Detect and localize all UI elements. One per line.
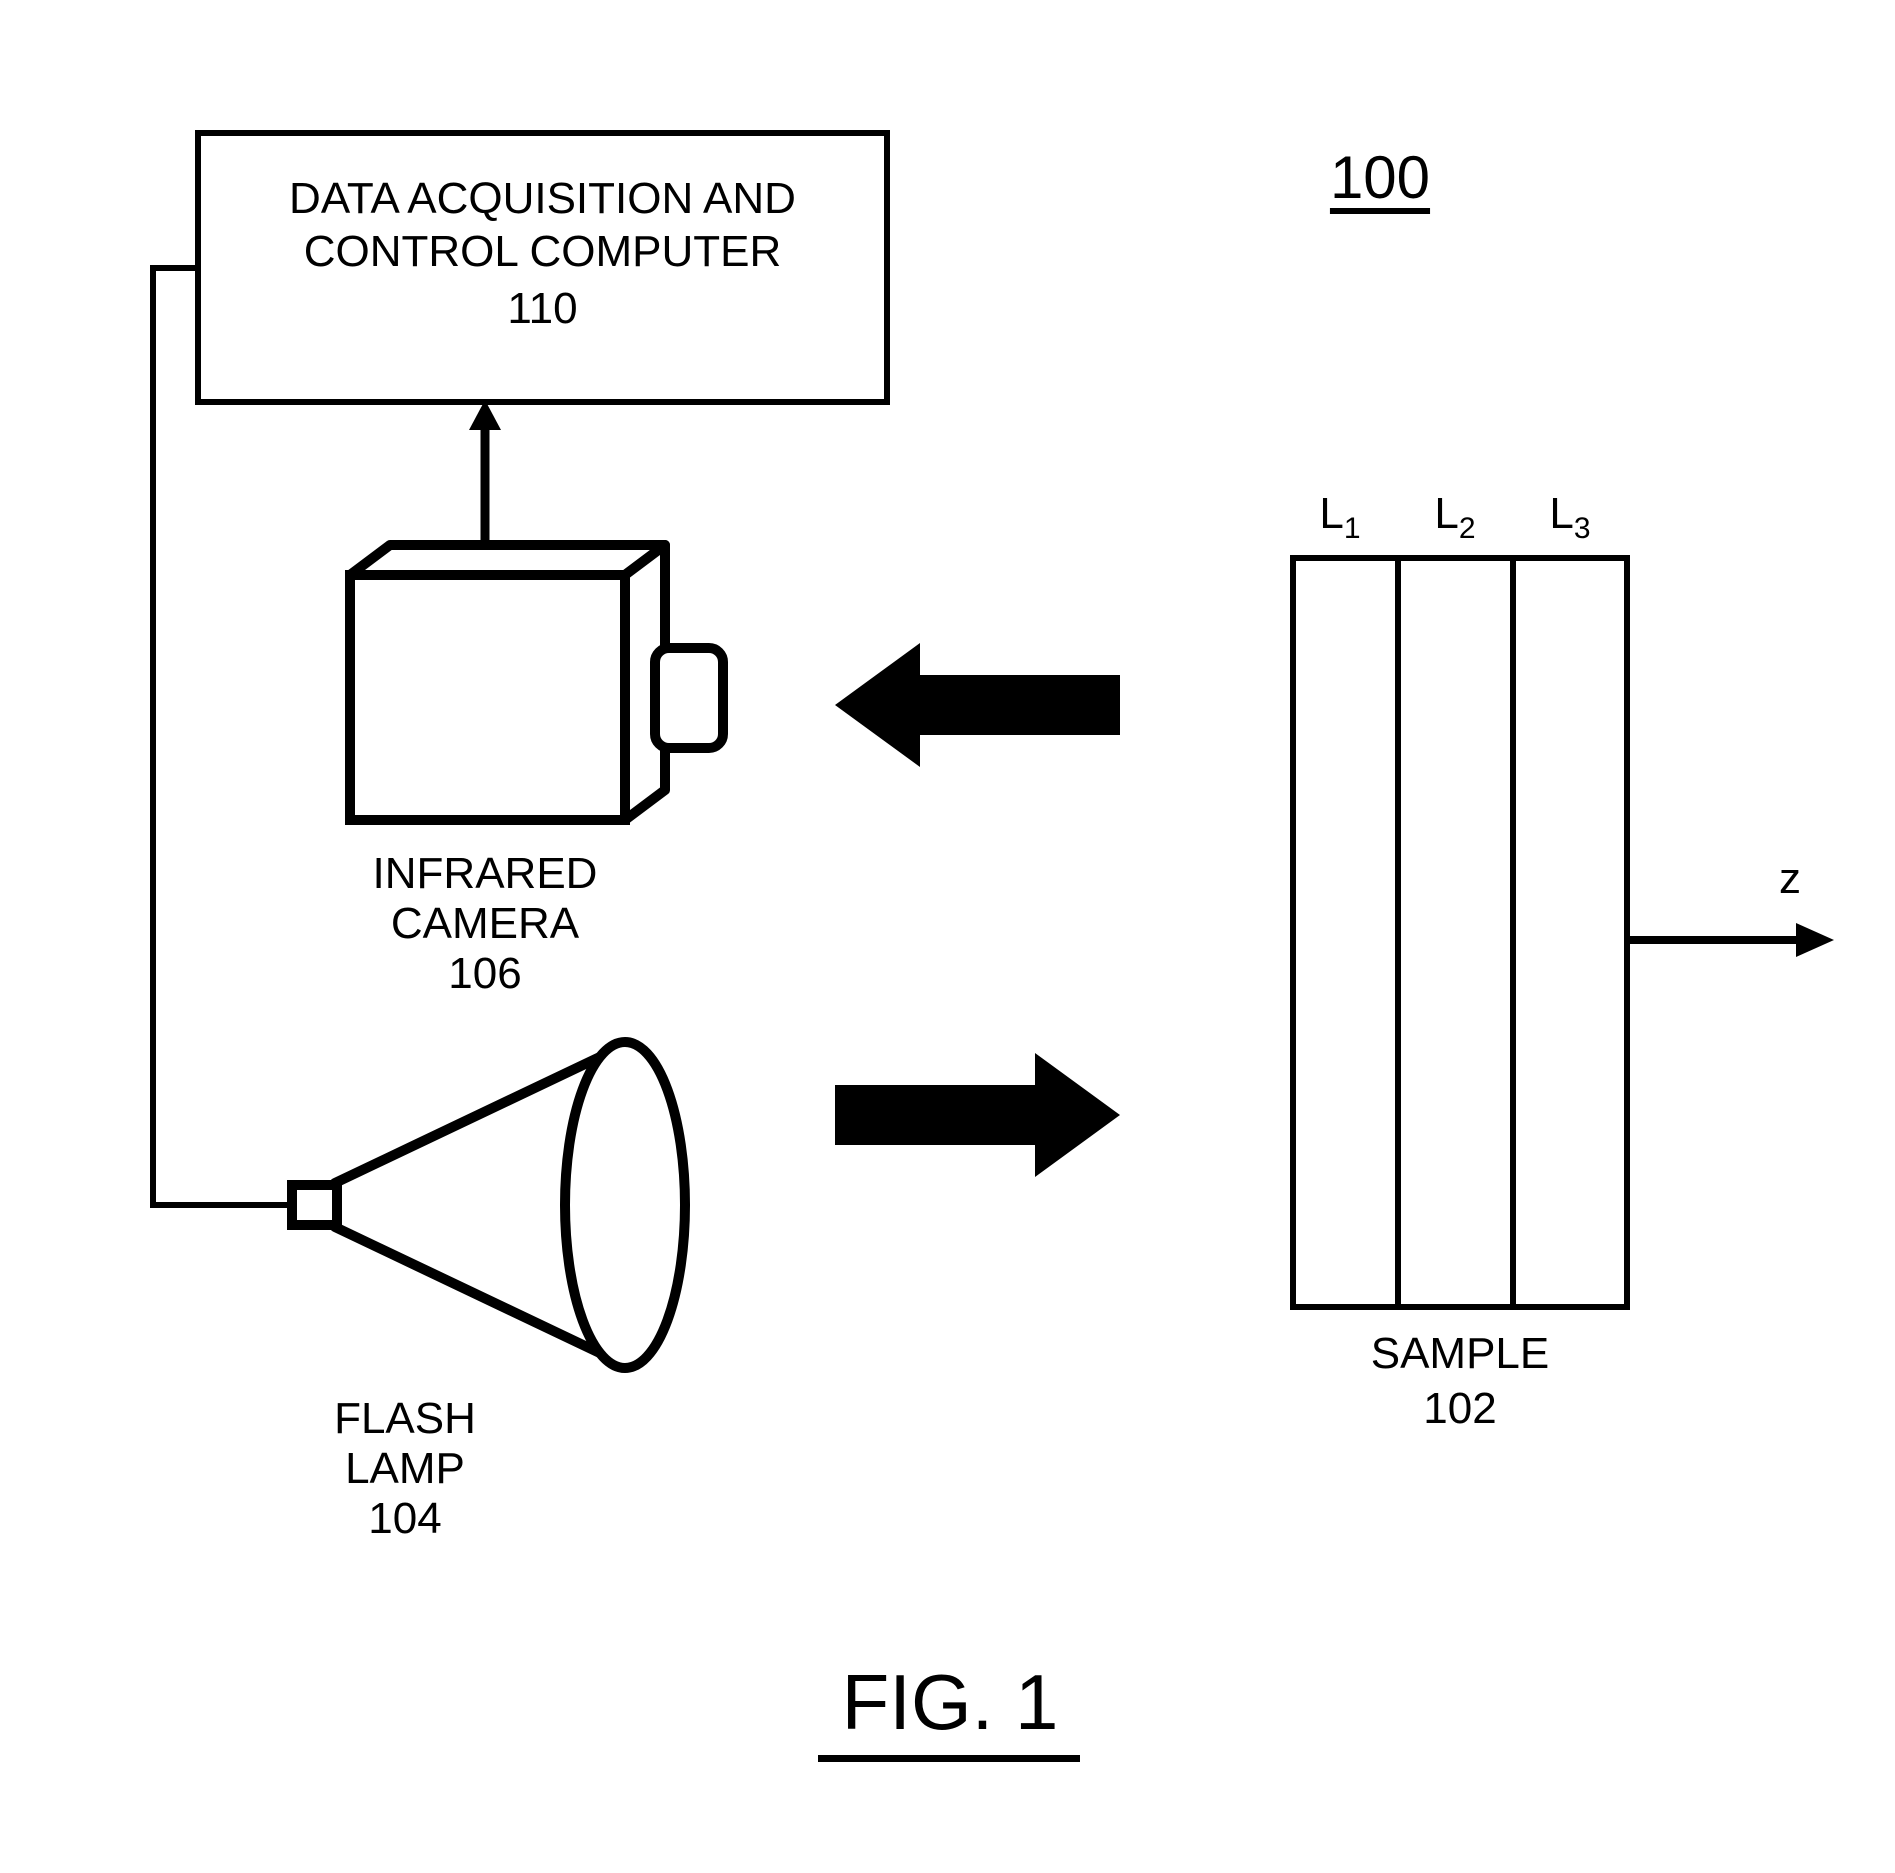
sample-number: 102 [1290, 1385, 1630, 1433]
layer-label-2: L2 [1405, 490, 1505, 545]
arrow-left-icon [835, 635, 1120, 775]
computer-label-line2: CONTROL COMPUTER [195, 228, 890, 276]
flash-lamp-icon [270, 1035, 700, 1380]
figure-canvas: 100 DATA ACQUISITION AND CONTROL COMPUTE… [0, 0, 1895, 1873]
camera-label-line2: CAMERA [330, 900, 640, 948]
camera-number: 106 [330, 950, 640, 998]
lamp-label-line1: FLASH [280, 1395, 530, 1443]
z-axis-arrow-icon [1624, 915, 1834, 965]
sample-divider-1 [1395, 555, 1401, 1310]
arrow-right-icon [835, 1045, 1120, 1185]
figure-title-underline [818, 1755, 1080, 1762]
lamp-label-line2: LAMP [280, 1445, 530, 1493]
layer-label-1: L1 [1290, 490, 1390, 545]
figure-title: FIG. 1 [760, 1660, 1140, 1746]
wire-v [150, 265, 156, 1205]
layer-label-3: L3 [1520, 490, 1620, 545]
sample-divider-2 [1510, 555, 1516, 1310]
computer-label-line1: DATA ACQUISITION AND [195, 175, 890, 223]
lamp-number: 104 [280, 1495, 530, 1543]
computer-number: 110 [195, 285, 890, 333]
sample-box [1290, 555, 1630, 1310]
z-axis-label: z [1760, 855, 1820, 903]
camera-icon [330, 540, 730, 840]
wire-h-top [150, 265, 195, 271]
sample-label: SAMPLE [1290, 1330, 1630, 1378]
figure-ref-number: 100 [1280, 145, 1480, 211]
camera-label-line1: INFRARED [330, 850, 640, 898]
